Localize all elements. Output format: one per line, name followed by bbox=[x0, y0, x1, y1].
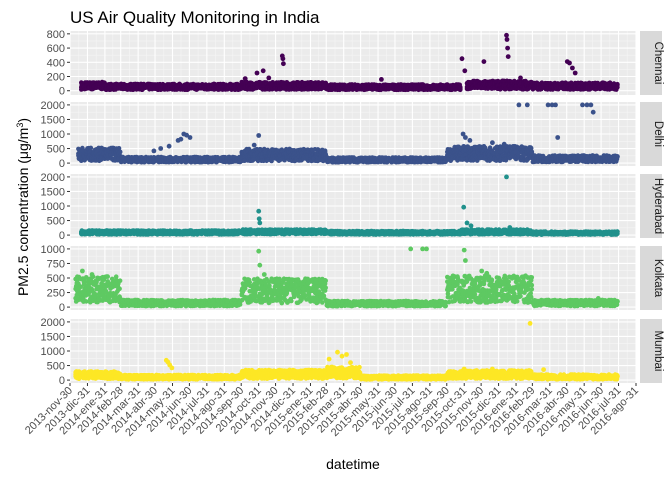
outlier-point bbox=[490, 140, 495, 146]
outlier-point bbox=[572, 70, 578, 76]
outlier-point bbox=[518, 75, 523, 81]
outlier-point bbox=[187, 135, 193, 140]
outlier-point bbox=[567, 60, 572, 66]
outlier-point bbox=[555, 135, 561, 140]
y-tick-label: 0 bbox=[59, 230, 65, 242]
outlier-point bbox=[281, 61, 286, 67]
data-point bbox=[458, 86, 463, 91]
outlier-point bbox=[242, 76, 248, 81]
facet-strip-label: Delhi bbox=[652, 121, 664, 147]
outlier-point bbox=[504, 32, 509, 38]
y-tick-label: 0 bbox=[59, 86, 65, 98]
outlier-point bbox=[151, 148, 157, 154]
chart-title: US Air Quality Monitoring in India bbox=[70, 8, 320, 27]
outlier-point bbox=[504, 37, 510, 42]
facet-panel-chennai: 0 200 400 600 800 Chennai bbox=[47, 29, 664, 98]
y-tick-label: 1500 bbox=[41, 186, 65, 198]
outlier-point bbox=[260, 68, 266, 74]
data-point bbox=[615, 154, 620, 159]
y-tick-label: 2000 bbox=[41, 172, 65, 184]
outlier-point bbox=[251, 142, 257, 148]
outlier-point bbox=[459, 56, 465, 62]
data-point bbox=[117, 149, 123, 155]
outlier-point bbox=[462, 68, 468, 74]
outlier-point bbox=[553, 102, 558, 108]
outlier-point bbox=[505, 54, 511, 59]
outlier-point bbox=[481, 59, 487, 64]
facet-panels: 0 200 400 600 800 Chennai 0 500 1000 1500 2000 Delh… bbox=[41, 29, 664, 387]
outlier-point bbox=[516, 102, 522, 108]
outlier-point bbox=[524, 102, 530, 108]
outlier-point bbox=[570, 65, 575, 71]
y-tick-label: 500 bbox=[47, 216, 65, 228]
y-tick-label: 600 bbox=[47, 43, 65, 55]
y-tick-label: 0 bbox=[59, 158, 65, 170]
outlier-point bbox=[254, 70, 260, 76]
series-points-chennai bbox=[79, 32, 620, 93]
outlier-point bbox=[590, 109, 596, 115]
facet-panel-delhi: 0 500 1000 1500 2000 Delhi bbox=[41, 100, 664, 170]
outlier-point bbox=[256, 133, 262, 138]
facet-strip-label: Hyderabad bbox=[652, 178, 664, 234]
outlier-point bbox=[266, 75, 272, 81]
outlier-point bbox=[158, 146, 164, 151]
y-tick-label: 200 bbox=[47, 72, 65, 84]
outlier-point bbox=[166, 143, 172, 149]
data-point bbox=[615, 84, 620, 90]
outlier-point bbox=[501, 141, 507, 147]
facet-strip-label: Chennai bbox=[652, 42, 664, 85]
facet-panel-hyderabad: 0 500 1000 1500 2000 Hyderabad bbox=[41, 172, 664, 242]
y-tick-label: 2000 bbox=[41, 100, 65, 112]
y-tick-label: 400 bbox=[47, 57, 65, 69]
y-tick-label: 1000 bbox=[41, 201, 65, 213]
outlier-point bbox=[588, 102, 594, 108]
outlier-point bbox=[178, 136, 184, 142]
y-tick-label: 500 bbox=[47, 144, 65, 156]
y-tick-label: 1500 bbox=[41, 114, 65, 126]
facet-strip bbox=[640, 31, 662, 95]
data-point bbox=[88, 145, 94, 151]
y-tick-label: 800 bbox=[47, 29, 65, 41]
y-tick-label: 1000 bbox=[41, 129, 65, 141]
outlier-point bbox=[463, 135, 468, 140]
outlier-point bbox=[379, 77, 384, 82]
outlier-point bbox=[280, 56, 286, 62]
outlier-point bbox=[580, 102, 585, 108]
outlier-point bbox=[505, 45, 510, 51]
outlier-point bbox=[467, 138, 473, 143]
